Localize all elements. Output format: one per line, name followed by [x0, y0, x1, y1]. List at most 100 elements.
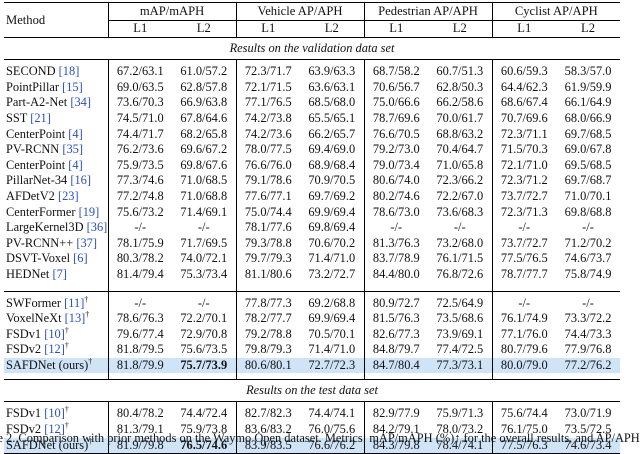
value-cell: 75.7/73.9: [172, 357, 237, 374]
value-cell: 76.6/76.0: [235, 157, 301, 174]
value-cell: 71.0/65.8: [436, 157, 484, 172]
value-cell: 80.6/74.0: [363, 173, 429, 189]
method-cell: AFDetV2 [23]: [4, 189, 108, 205]
level-header: L1: [363, 19, 429, 39]
value-cell: 58.3/57.0: [564, 64, 612, 79]
value-cell: 69.7/69.2: [308, 188, 356, 203]
table-row: CenterFormer [19] 75.6/73.2 71.4/69.1 75.0/…: [4, 204, 620, 221]
value-cell: 81.5/76.3: [363, 311, 429, 327]
table-row: PillarNet-34 [16] 77.3/74.6 71.0/68.5 79.1/…: [4, 173, 620, 189]
citation-link[interactable]: [6]: [73, 251, 88, 266]
method-name: LargeKernel3D: [6, 220, 87, 235]
table-row: Part-A2-Net [34] 73.6/70.3 66.9/63.8 77.1/7…: [4, 95, 620, 111]
citation-link[interactable]: [35]: [62, 142, 84, 157]
table-row: FSDv1 [10]† 80.4/78.2 74.4/72.4 82.7/82.3 74…: [4, 401, 620, 423]
group-separator: [4, 284, 621, 292]
citation-link[interactable]: [10]: [44, 326, 65, 341]
method-name: PV-RCNN: [6, 142, 63, 157]
citation-link[interactable]: [23]: [57, 188, 79, 203]
method-cell: PV-RCNN++ [37]: [4, 236, 108, 252]
value-cell: 83.7/78.9: [363, 251, 429, 267]
method-name: CenterPoint: [6, 157, 69, 172]
separator-cell: [300, 284, 365, 292]
method-name: AFDetV2: [6, 188, 58, 203]
separator-cell: [428, 284, 493, 292]
level-header: L2: [300, 19, 365, 39]
dagger-mark: †: [88, 357, 93, 366]
value-cell: 68.7/58.2: [363, 59, 429, 80]
level-header: L1: [491, 19, 557, 39]
citation-link[interactable]: [12]: [44, 422, 65, 437]
value-cell: 75.6/74.4: [491, 401, 557, 423]
value-cell: 72.3/71.3: [491, 204, 557, 221]
value-cell: 79.3/78.8: [235, 235, 301, 252]
value-cell: -/-: [197, 295, 210, 310]
level-header: L2: [428, 19, 493, 39]
citation-link[interactable]: [4]: [68, 126, 83, 141]
value-cell: 60.6/59.3: [491, 59, 557, 80]
table-row: DSVT-Voxel [6] 80.3/78.2 74.0/72.1 79.7/79.…: [4, 251, 620, 267]
method-name: FSDv2: [6, 422, 45, 437]
method-name: PV-RCNN++: [6, 235, 77, 250]
citation-link[interactable]: [37]: [76, 235, 97, 250]
method-name: CenterFormer: [6, 204, 79, 219]
value-cell: 70.7/69.6: [491, 110, 557, 127]
value-cell: 78.1/77.6: [235, 220, 301, 236]
dagger-mark: †: [88, 437, 93, 446]
value-cell: 74.4/71.7: [107, 126, 172, 143]
value-cell: 75.9/71.3: [436, 406, 484, 421]
value-cell: 72.1/71.0: [491, 157, 557, 174]
table-caption: le 2. Comparison with prior methods on t…: [0, 431, 640, 445]
value-cell: 84.4/80.0: [363, 266, 429, 285]
dagger-mark: †: [64, 326, 69, 335]
method-cell: CenterPoint [4]: [4, 127, 108, 143]
value-cell: 74.4/73.3: [564, 326, 612, 341]
table-row: VoxelNeXt [13]† 78.6/76.3 72.2/70.1 78.2/77…: [4, 311, 620, 327]
citation-link[interactable]: [19]: [78, 204, 100, 219]
citation-link[interactable]: [12]: [44, 342, 65, 357]
value-cell: 76.0/75.6: [308, 422, 356, 437]
citation-link[interactable]: [15]: [62, 79, 83, 94]
group-header-pedestrian: Pedestrian AP/APH: [363, 2, 493, 21]
citation-link[interactable]: [4]: [68, 157, 83, 172]
method-name: CenterPoint: [6, 126, 69, 141]
value-cell: 63.6/63.1: [308, 79, 356, 94]
value-cell: -/-: [582, 295, 594, 310]
separator-cell: [235, 373, 301, 381]
value-cell: 68.8/63.2: [436, 126, 484, 141]
citation-link[interactable]: [16]: [70, 173, 92, 188]
value-cell: 80.4/78.2: [107, 401, 172, 423]
citation-link[interactable]: [10]: [44, 406, 65, 421]
value-cell: 80.0/79.0: [491, 357, 557, 374]
citation-link[interactable]: [34]: [70, 95, 91, 110]
value-cell: 81.3/76.3: [363, 235, 429, 252]
table-row: FSDv2 [12]† 81.8/79.5 75.6/73.5 79.8/79.3 71…: [4, 342, 620, 358]
method-name: PillarNet-34: [6, 173, 71, 188]
method-name: Part-A2-Net: [6, 95, 71, 110]
value-cell: 81.8/79.9: [107, 357, 172, 374]
value-cell: 69.9/69.4: [308, 311, 356, 326]
citation-link[interactable]: [21]: [30, 110, 51, 125]
citation-link[interactable]: [11]: [64, 295, 85, 310]
value-cell: 75.6/73.2: [107, 204, 172, 221]
value-cell: 68.2/65.8: [180, 126, 228, 141]
citation-link[interactable]: [7]: [52, 266, 67, 281]
citation-link[interactable]: [13]: [64, 311, 86, 326]
method-name: SAFDNet (ours): [6, 357, 89, 372]
group-header-map: mAP/mAPH: [107, 2, 237, 21]
value-cell: 70.9/70.5: [308, 173, 356, 188]
value-cell: 72.3/66.2: [436, 173, 484, 188]
table-row: FSDv1 [10]† 79.6/77.4 72.9/70.8 79.2/78.8 70…: [4, 326, 620, 343]
separator-cell: [363, 373, 429, 381]
value-cell: 76.6/70.5: [363, 126, 429, 143]
citation-link[interactable]: [36]: [86, 220, 108, 235]
value-cell: 76.1/75.0: [491, 422, 557, 438]
value-cell: 77.1/76.5: [235, 95, 301, 111]
table-row: PV-RCNN [35] 76.2/73.6 69.6/67.2 78.0/77.5 6…: [4, 142, 620, 158]
value-cell: 64.4/62.3: [491, 79, 557, 96]
level-header: L2: [556, 19, 621, 39]
level-header: L2: [172, 19, 237, 39]
citation-link[interactable]: [18]: [58, 64, 80, 79]
separator-cell: [556, 284, 621, 292]
method-cell: SECOND [18]: [4, 60, 108, 80]
